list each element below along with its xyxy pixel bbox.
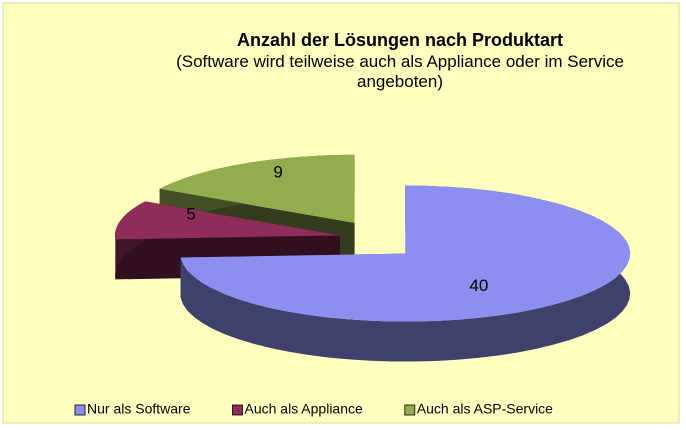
legend-swatch [232,404,243,416]
data-label: 9 [273,162,282,181]
data-label: 5 [186,204,195,223]
chart-subtitle: (Software wird teilweise auch als Applia… [176,52,624,91]
slice [180,185,631,322]
legend-swatch [74,404,86,416]
legend-label: Auch als Appliance [244,401,363,417]
slice [159,154,355,223]
data-label: 40 [469,276,488,295]
legend-label: Nur als Software [87,401,191,417]
legend-label: Auch als ASP-Service [417,401,553,417]
slice [115,201,340,240]
chart-title: Anzahl der Lösungen nach Produktart [236,30,564,50]
legend-swatch [404,404,416,416]
